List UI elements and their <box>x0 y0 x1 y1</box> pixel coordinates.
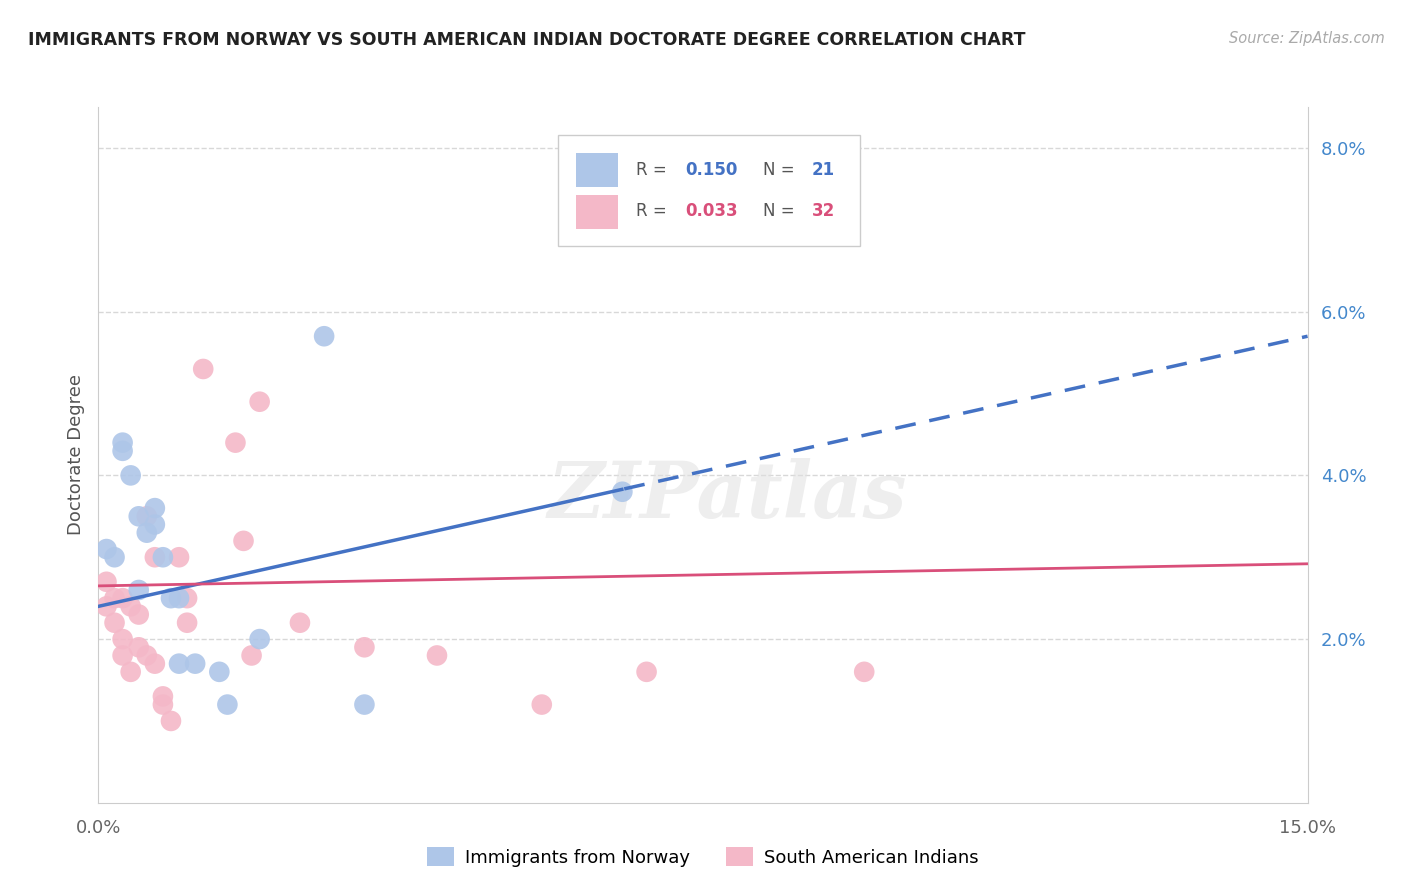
Point <box>176 591 198 606</box>
Point <box>111 591 134 606</box>
Point <box>249 632 271 646</box>
Point <box>853 665 876 679</box>
Point <box>232 533 254 548</box>
Point <box>135 509 157 524</box>
Y-axis label: Doctorate Degree: Doctorate Degree <box>66 375 84 535</box>
Text: 32: 32 <box>811 202 835 220</box>
Point <box>193 362 215 376</box>
Point <box>530 698 553 712</box>
Point <box>208 665 231 679</box>
Point <box>143 517 166 532</box>
Point <box>111 632 134 646</box>
Point <box>128 509 150 524</box>
Point <box>224 435 246 450</box>
Point <box>128 640 150 655</box>
Point <box>249 394 271 409</box>
Text: IMMIGRANTS FROM NORWAY VS SOUTH AMERICAN INDIAN DOCTORATE DEGREE CORRELATION CHA: IMMIGRANTS FROM NORWAY VS SOUTH AMERICAN… <box>28 31 1025 49</box>
Point <box>217 698 239 712</box>
Text: 0.150: 0.150 <box>685 161 737 178</box>
Text: 0.033: 0.033 <box>685 202 738 220</box>
Point <box>167 550 190 565</box>
Point <box>120 599 142 614</box>
Point <box>167 657 190 671</box>
Text: R =: R = <box>637 161 672 178</box>
Text: N =: N = <box>763 161 800 178</box>
Point <box>96 574 118 589</box>
Point <box>160 591 183 606</box>
Text: ZIPatlas: ZIPatlas <box>547 458 907 535</box>
Point <box>120 468 142 483</box>
Legend: Immigrants from Norway, South American Indians: Immigrants from Norway, South American I… <box>420 840 986 874</box>
Point <box>128 607 150 622</box>
Point <box>314 329 336 343</box>
Point <box>96 542 118 557</box>
FancyBboxPatch shape <box>576 194 619 228</box>
FancyBboxPatch shape <box>558 135 860 246</box>
Point <box>128 582 150 597</box>
Point <box>152 550 174 565</box>
Point <box>103 591 125 606</box>
Point <box>353 640 375 655</box>
Point <box>111 435 134 450</box>
Text: 21: 21 <box>811 161 835 178</box>
Point <box>288 615 311 630</box>
Point <box>120 665 142 679</box>
Point <box>143 501 166 516</box>
Point <box>240 648 263 663</box>
Point <box>426 648 449 663</box>
Point <box>111 443 134 458</box>
Point <box>143 550 166 565</box>
Text: Source: ZipAtlas.com: Source: ZipAtlas.com <box>1229 31 1385 46</box>
Point <box>103 550 125 565</box>
Point <box>176 615 198 630</box>
Point <box>143 657 166 671</box>
Text: R =: R = <box>637 202 672 220</box>
Point <box>184 657 207 671</box>
Text: N =: N = <box>763 202 800 220</box>
Point <box>96 599 118 614</box>
Point <box>152 698 174 712</box>
Point <box>135 525 157 540</box>
Point <box>111 648 134 663</box>
Point <box>160 714 183 728</box>
Point <box>152 690 174 704</box>
Point <box>103 615 125 630</box>
Point <box>353 698 375 712</box>
Point <box>135 648 157 663</box>
Point <box>612 484 634 499</box>
FancyBboxPatch shape <box>576 153 619 187</box>
Point <box>167 591 190 606</box>
Point <box>636 665 658 679</box>
